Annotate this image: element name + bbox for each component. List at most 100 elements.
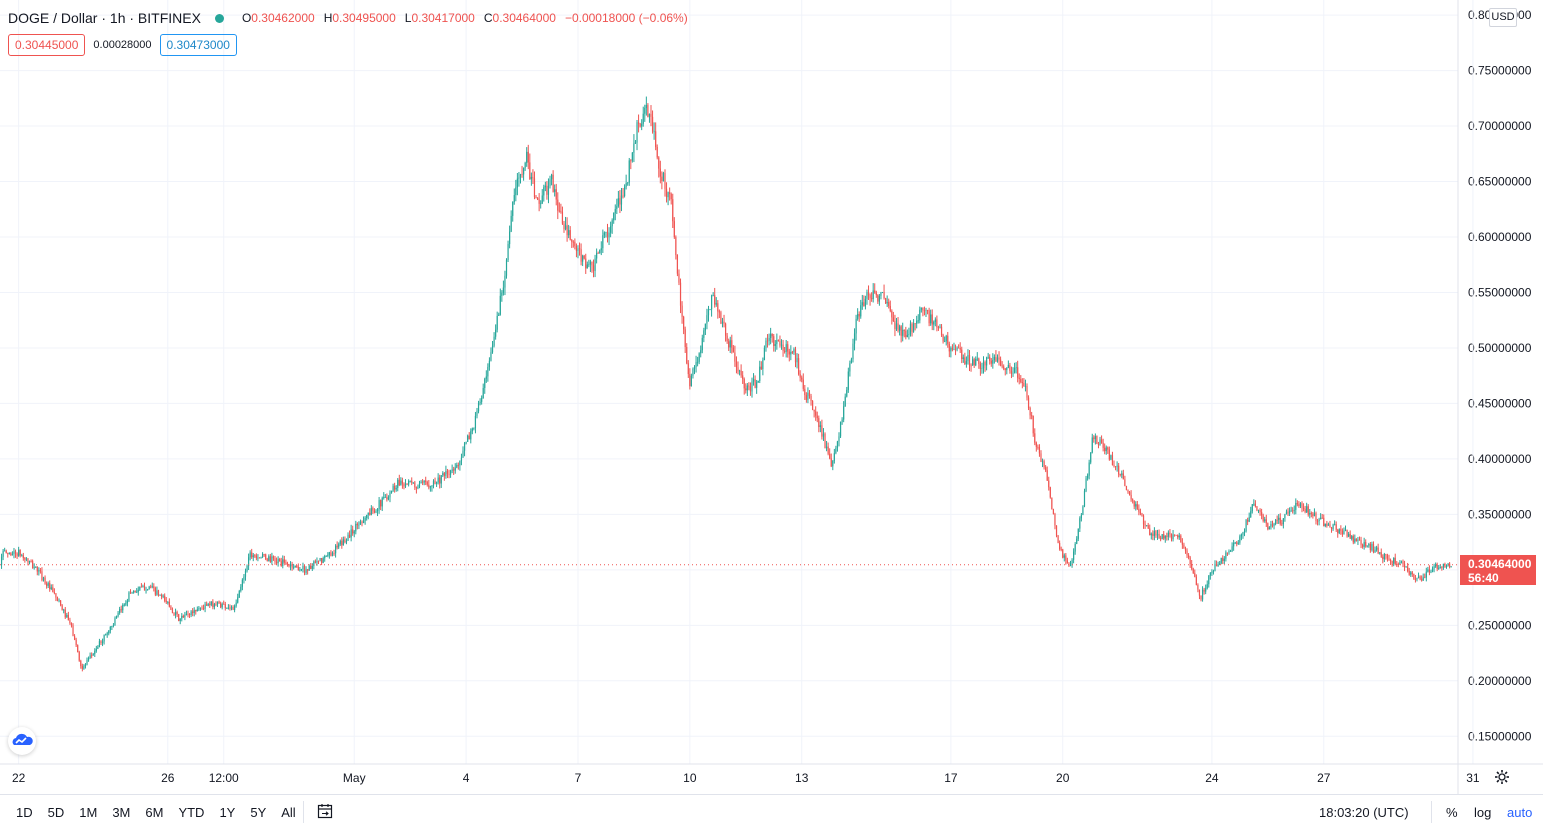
candle-body <box>459 460 461 466</box>
candle-body <box>529 162 531 180</box>
candle-body <box>920 307 922 310</box>
symbol-title[interactable]: DOGE / Dollar · 1h · BITFINEX <box>8 10 201 26</box>
candle-body <box>126 600 129 603</box>
candle-body <box>453 469 455 471</box>
candle-body <box>252 555 254 558</box>
range-all[interactable]: All <box>281 805 296 820</box>
candle-body <box>656 147 658 158</box>
candle-body <box>853 333 856 344</box>
candle-body <box>582 255 584 262</box>
candle-body <box>440 475 442 484</box>
time-tick-label: 27 <box>1317 771 1331 785</box>
candle-body <box>345 540 348 543</box>
range-5d[interactable]: 5D <box>47 805 65 820</box>
currency-label[interactable]: USD <box>1489 8 1517 27</box>
price-tick-label: 0.45000000 <box>1468 396 1532 410</box>
tradingview-cloud-logo-icon[interactable] <box>8 727 36 755</box>
price-chart[interactable]: 0.150000000.200000000.250000000.30000000… <box>0 0 1543 794</box>
candle-body <box>1091 437 1093 453</box>
candle-body <box>1337 529 1339 534</box>
candle-body <box>874 290 876 293</box>
candle-body <box>344 539 346 543</box>
candle-body <box>1442 563 1444 568</box>
candle-body <box>1226 552 1229 554</box>
range-1m[interactable]: 1M <box>79 805 98 820</box>
sell-button[interactable]: 0.30445000 <box>8 34 86 56</box>
candle-body <box>937 327 940 328</box>
candle-body <box>1118 465 1120 475</box>
candle-body <box>1363 542 1365 547</box>
candle-body <box>91 655 93 657</box>
candle-body <box>154 588 156 595</box>
settings-gear-icon[interactable] <box>1494 769 1510 785</box>
candle-body <box>784 350 786 352</box>
candle-body <box>1055 525 1058 536</box>
candle-body <box>574 241 576 247</box>
candle-body <box>128 592 130 601</box>
candle-body <box>1441 567 1443 568</box>
candle-body <box>650 113 652 117</box>
candle-body <box>540 203 542 205</box>
candle-body <box>1411 572 1413 575</box>
candle-body <box>212 601 214 608</box>
range-1d[interactable]: 1D <box>16 805 33 820</box>
range-1y[interactable]: 1Y <box>219 805 236 820</box>
candle-body <box>1425 571 1427 578</box>
candle-body <box>350 529 352 538</box>
calendar-range-icon[interactable] <box>317 803 333 819</box>
candle-body <box>456 465 458 468</box>
candle-body <box>979 363 981 370</box>
candle-body <box>1217 564 1219 566</box>
candle-body <box>411 480 413 483</box>
candle-body <box>339 540 341 545</box>
percent-scale-toggle[interactable]: % <box>1446 805 1458 820</box>
candle-body <box>321 558 323 563</box>
candle-body <box>1200 595 1202 600</box>
candle-body <box>507 244 509 260</box>
candle-body <box>412 482 414 484</box>
range-3m[interactable]: 3M <box>112 805 131 820</box>
candle-body <box>5 550 7 554</box>
candle-body <box>159 594 161 596</box>
buy-button[interactable]: 0.30473000 <box>159 34 237 56</box>
candle-body <box>1172 534 1174 540</box>
candle-body <box>703 330 705 338</box>
candle-body <box>625 183 627 187</box>
candle-body <box>454 467 456 471</box>
candle-body <box>1388 558 1390 560</box>
candle-body <box>477 403 480 412</box>
candle-body <box>409 480 411 482</box>
range-5y[interactable]: 5Y <box>250 805 267 820</box>
range-ytd[interactable]: YTD <box>178 805 205 820</box>
open-value: O0.30462000 <box>241 11 315 25</box>
candle-body <box>700 350 702 354</box>
candle-body <box>1125 485 1128 490</box>
candle-body <box>468 435 470 440</box>
candle-body <box>498 314 500 316</box>
candle-body <box>816 415 818 419</box>
candle-body <box>1031 415 1033 417</box>
candle-body <box>1242 532 1244 535</box>
candle-body <box>1295 503 1297 510</box>
candle-body <box>822 433 825 437</box>
candle-body <box>1270 524 1272 528</box>
candle-body <box>439 477 441 484</box>
candle-body <box>1141 513 1143 516</box>
utc-clock[interactable]: 18:03:20 (UTC) <box>1319 805 1409 820</box>
candle-body <box>63 609 65 611</box>
candle-body <box>561 211 564 224</box>
candle-body <box>633 143 635 153</box>
candle-body <box>1203 589 1205 592</box>
auto-scale-toggle[interactable]: auto <box>1507 805 1533 820</box>
candle-body <box>327 554 329 557</box>
time-tick-label: May <box>343 771 366 785</box>
candle-body <box>560 210 562 212</box>
candle-body <box>1298 504 1300 507</box>
candle-body <box>1136 504 1138 510</box>
candle-body <box>760 366 762 370</box>
candle-body <box>364 517 366 521</box>
candle-body <box>1253 503 1255 505</box>
candle-body <box>771 333 773 337</box>
log-scale-toggle[interactable]: log <box>1474 805 1492 820</box>
range-6m[interactable]: 6M <box>145 805 164 820</box>
